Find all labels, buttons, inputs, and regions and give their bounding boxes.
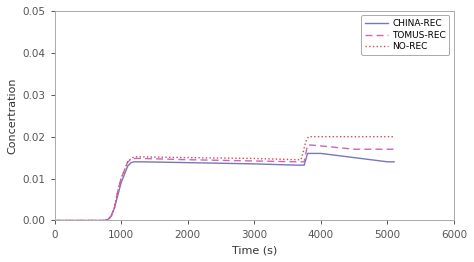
TOMUS-REC <box>108 215 114 218</box>
Legend: CHINA-REC, TOMUS-REC, NO-REC: CHINA-REC, TOMUS-REC, NO-REC <box>361 15 449 55</box>
CHINA-REC <box>122 173 128 176</box>
CHINA-REC <box>351 156 357 159</box>
TOMUS-REC <box>132 157 137 160</box>
CHINA-REC <box>185 161 191 164</box>
TOMUS-REC <box>298 160 304 163</box>
NO-REC <box>111 206 117 210</box>
NO-REC <box>185 156 191 159</box>
CHINA-REC <box>108 215 114 218</box>
CHINA-REC <box>298 163 304 167</box>
NO-REC <box>108 215 114 218</box>
Line: TOMUS-REC: TOMUS-REC <box>55 145 394 220</box>
Line: NO-REC: NO-REC <box>55 137 394 220</box>
NO-REC <box>122 169 128 172</box>
NO-REC <box>300 152 306 155</box>
NO-REC <box>52 219 57 222</box>
TOMUS-REC <box>295 160 301 163</box>
CHINA-REC <box>111 206 117 210</box>
TOMUS-REC <box>118 177 124 180</box>
TOMUS-REC <box>52 219 57 222</box>
CHINA-REC <box>305 152 310 155</box>
TOMUS-REC <box>301 160 307 163</box>
CHINA-REC <box>138 160 144 163</box>
TOMUS-REC <box>308 144 314 147</box>
TOMUS-REC <box>111 206 117 210</box>
CHINA-REC <box>115 194 120 197</box>
NO-REC <box>138 155 144 158</box>
NO-REC <box>101 219 107 222</box>
TOMUS-REC <box>251 159 257 162</box>
TOMUS-REC <box>122 169 128 172</box>
NO-REC <box>132 155 137 158</box>
TOMUS-REC <box>351 148 357 151</box>
TOMUS-REC <box>185 158 191 161</box>
CHINA-REC <box>105 218 110 221</box>
CHINA-REC <box>125 165 131 168</box>
NO-REC <box>304 137 310 140</box>
NO-REC <box>118 177 124 180</box>
NO-REC <box>128 157 134 160</box>
CHINA-REC <box>52 219 57 222</box>
CHINA-REC <box>318 152 324 155</box>
TOMUS-REC <box>98 219 104 222</box>
NO-REC <box>391 135 397 138</box>
TOMUS-REC <box>305 144 310 147</box>
NO-REC <box>306 135 312 138</box>
TOMUS-REC <box>101 219 107 222</box>
TOMUS-REC <box>128 158 134 161</box>
NO-REC <box>115 190 120 193</box>
NO-REC <box>298 158 304 161</box>
CHINA-REC <box>301 163 307 167</box>
NO-REC <box>295 158 301 161</box>
TOMUS-REC <box>115 190 120 193</box>
NO-REC <box>98 219 104 222</box>
CHINA-REC <box>132 160 137 163</box>
CHINA-REC <box>118 181 124 184</box>
NO-REC <box>105 218 110 221</box>
NO-REC <box>308 135 314 138</box>
CHINA-REC <box>101 219 107 222</box>
CHINA-REC <box>384 160 390 163</box>
NO-REC <box>318 135 324 138</box>
TOMUS-REC <box>125 160 131 163</box>
CHINA-REC <box>308 152 314 155</box>
NO-REC <box>384 135 390 138</box>
CHINA-REC <box>98 219 104 222</box>
NO-REC <box>351 135 357 138</box>
CHINA-REC <box>128 161 134 164</box>
TOMUS-REC <box>318 144 324 148</box>
NO-REC <box>125 160 131 163</box>
Line: CHINA-REC: CHINA-REC <box>55 154 394 220</box>
NO-REC <box>302 144 308 147</box>
TOMUS-REC <box>391 148 397 151</box>
X-axis label: Time (s): Time (s) <box>232 245 277 255</box>
CHINA-REC <box>251 162 257 166</box>
TOMUS-REC <box>384 148 390 151</box>
CHINA-REC <box>391 160 397 163</box>
CHINA-REC <box>295 163 301 167</box>
TOMUS-REC <box>138 157 144 160</box>
Y-axis label: Concertration: Concertration <box>7 78 17 154</box>
NO-REC <box>251 157 257 160</box>
TOMUS-REC <box>105 218 110 221</box>
